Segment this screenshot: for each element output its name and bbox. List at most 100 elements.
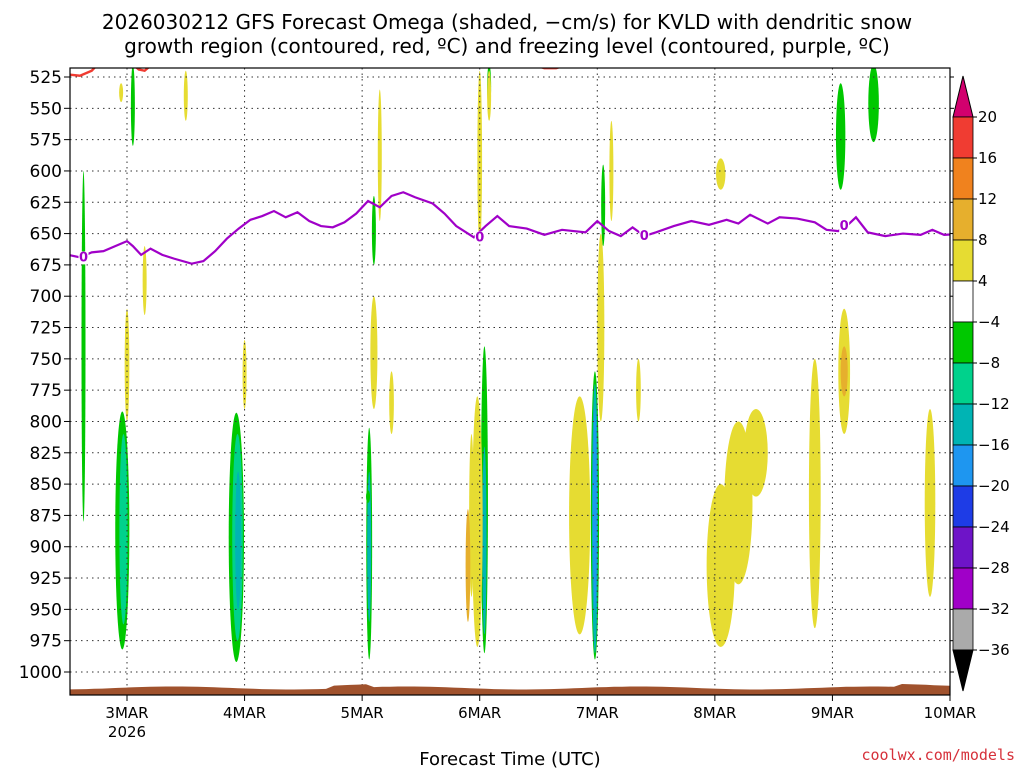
colorbar-segment bbox=[952, 321, 974, 364]
freezing-level-label: 0 bbox=[475, 230, 484, 245]
colorbar-segment bbox=[952, 116, 974, 159]
contour-label-bg bbox=[839, 220, 850, 234]
colorbar-label: −8 bbox=[978, 354, 1000, 372]
colorbar-segment bbox=[952, 567, 974, 610]
y-tick-label: 875 bbox=[30, 506, 62, 526]
colorbar-segment bbox=[952, 403, 974, 446]
chart-title-line-1: 2026030212 GFS Forecast Omega (shaded, −… bbox=[102, 10, 912, 34]
omega-region bbox=[808, 358, 821, 629]
omega-region bbox=[469, 434, 474, 597]
freezing-level-label: 0 bbox=[640, 229, 649, 244]
colorbar-segment bbox=[952, 526, 974, 569]
omega-region bbox=[366, 490, 371, 503]
omega-region bbox=[868, 68, 879, 143]
dgz-contour-line bbox=[70, 68, 96, 77]
contour-lines: 0 0 0 0 bbox=[70, 68, 950, 265]
colorbar-label: −36 bbox=[978, 641, 1010, 659]
colorbar-label: −28 bbox=[978, 559, 1010, 577]
omega-shading bbox=[81, 68, 936, 662]
omega-region bbox=[465, 509, 471, 622]
x-tick-label: 9MAR bbox=[811, 704, 854, 722]
x-tick-label: 6MAR bbox=[458, 704, 501, 722]
terrain-band bbox=[70, 684, 950, 695]
omega-region bbox=[389, 371, 394, 434]
colorbar: 20 16 12 8 4 −4 −8 −12 −16 −20 −24 −28 −32 −36 bbox=[952, 75, 1010, 692]
y-axis-ticks: 525 550 575 600 625 650 675 700 725 750 775 800 825 8… bbox=[19, 68, 954, 683]
omega-region bbox=[744, 408, 768, 497]
omega-region bbox=[119, 83, 124, 103]
omega-region bbox=[371, 196, 376, 265]
colorbar-label: 16 bbox=[978, 149, 997, 167]
terrain-ground bbox=[70, 684, 950, 695]
colorbar-label: −4 bbox=[978, 313, 1000, 331]
omega-region bbox=[569, 396, 591, 635]
y-tick-label: 550 bbox=[30, 99, 62, 119]
colorbar-segment bbox=[952, 362, 974, 405]
colorbar-label: 4 bbox=[978, 272, 988, 290]
y-tick-label: 525 bbox=[30, 68, 62, 88]
credit-text: coolwx.com/models bbox=[861, 746, 1015, 764]
y-tick-label: 1000 bbox=[19, 663, 62, 683]
omega-region bbox=[367, 471, 372, 622]
omega-region bbox=[370, 296, 378, 409]
y-tick-label: 725 bbox=[30, 319, 62, 339]
y-tick-label: 625 bbox=[30, 193, 62, 213]
colorbar-label: −16 bbox=[978, 436, 1010, 454]
y-tick-label: 850 bbox=[30, 475, 62, 495]
x-tick-label: 10MAR bbox=[924, 704, 977, 722]
colorbar-label: 20 bbox=[978, 108, 997, 126]
omega-region bbox=[242, 340, 247, 409]
omega-region bbox=[81, 170, 86, 522]
contour-label-bg bbox=[474, 231, 485, 245]
omega-region bbox=[183, 70, 188, 121]
omega-region bbox=[482, 446, 487, 635]
y-tick-label: 800 bbox=[30, 412, 62, 432]
y-tick-label: 600 bbox=[30, 162, 62, 182]
omega-region bbox=[597, 233, 605, 422]
omega-region bbox=[487, 70, 492, 121]
grid-lines bbox=[70, 68, 951, 695]
freezing-level-line bbox=[70, 191, 950, 265]
omega-region bbox=[377, 89, 382, 222]
y-tick-label: 950 bbox=[30, 600, 62, 620]
x-tick-label: 3MAR bbox=[105, 704, 148, 722]
colorbar-segment bbox=[952, 608, 974, 651]
colorbar-label: 8 bbox=[978, 231, 988, 249]
omega-region bbox=[636, 358, 641, 422]
omega-region bbox=[840, 346, 848, 397]
y-tick-label: 675 bbox=[30, 256, 62, 276]
y-tick-label: 575 bbox=[30, 131, 62, 151]
omega-region bbox=[235, 471, 242, 610]
omega-region bbox=[477, 70, 483, 247]
omega-region bbox=[716, 158, 726, 190]
colorbar-segment bbox=[952, 444, 974, 487]
x-tick-label: 4MAR bbox=[223, 704, 266, 722]
omega-region bbox=[835, 83, 846, 190]
plot-frame bbox=[69, 67, 951, 696]
colorbar-label: −12 bbox=[978, 395, 1010, 413]
x-tick-label: 5MAR bbox=[341, 704, 384, 722]
contour-label-bg bbox=[78, 251, 89, 265]
chart-title-line-2: growth region (contoured, red, ºC) and f… bbox=[124, 34, 890, 58]
y-tick-label: 825 bbox=[30, 444, 62, 464]
freezing-level-label: 0 bbox=[840, 219, 849, 234]
x-tick-label: 8MAR bbox=[693, 704, 736, 722]
colorbar-segment bbox=[952, 280, 974, 323]
y-tick-label: 700 bbox=[30, 287, 62, 307]
x-tick-label: 7MAR bbox=[576, 704, 619, 722]
colorbar-bottom-arrow bbox=[952, 649, 974, 692]
omega-region bbox=[592, 408, 597, 610]
y-tick-label: 975 bbox=[30, 632, 62, 652]
colorbar-segment bbox=[952, 239, 974, 282]
colorbar-segment bbox=[952, 157, 974, 200]
omega-region bbox=[924, 408, 936, 597]
y-tick-label: 750 bbox=[30, 350, 62, 370]
y-tick-label: 925 bbox=[30, 569, 62, 589]
x-axis-label: Forecast Time (UTC) bbox=[419, 749, 600, 768]
dgz-contour-line bbox=[135, 68, 150, 73]
omega-region bbox=[130, 68, 135, 146]
colorbar-label: −24 bbox=[978, 518, 1010, 536]
colorbar-label: −32 bbox=[978, 600, 1010, 618]
